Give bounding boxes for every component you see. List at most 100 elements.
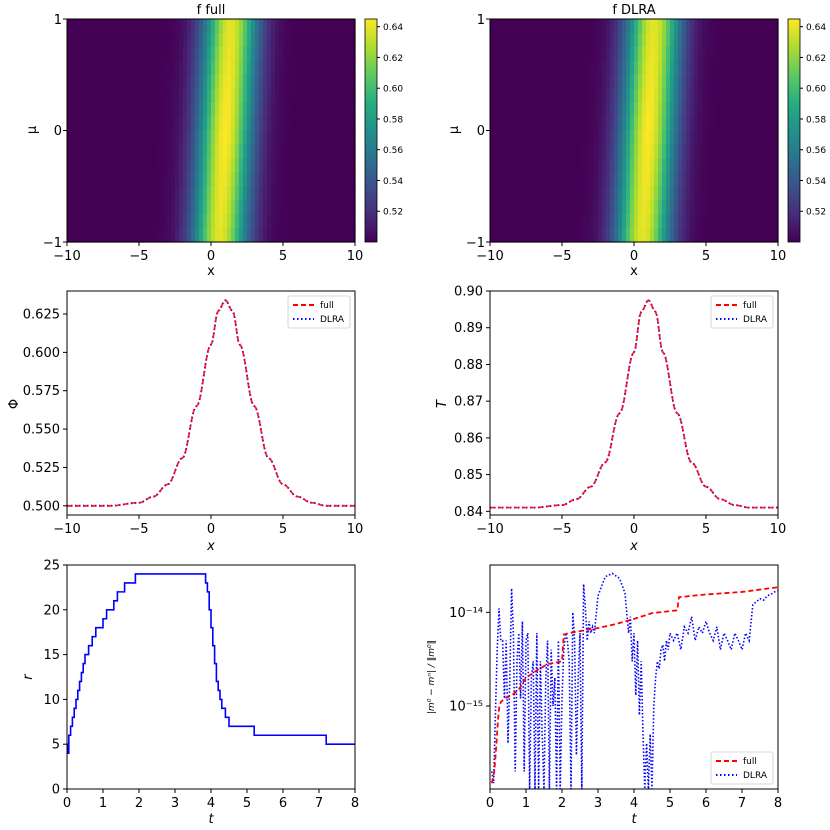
heatmap-cell — [578, 172, 583, 187]
heatmap-cell — [506, 74, 511, 90]
heatmap-cell — [255, 144, 260, 159]
heatmap-cell — [614, 172, 619, 187]
heatmap-cell — [227, 32, 232, 48]
heatmap-cell — [690, 200, 695, 215]
heatmap-cell — [243, 186, 248, 201]
heatmap-cell — [219, 186, 224, 201]
heatmap-cell — [271, 172, 276, 187]
heatmap-cell — [574, 46, 579, 62]
heatmap-cell — [251, 19, 256, 34]
heatmap-cell — [255, 46, 260, 62]
heatmap-cell — [103, 74, 108, 90]
heatmap-cell — [522, 186, 527, 201]
heatmap-cell — [702, 46, 707, 62]
heatmap-cell — [562, 130, 567, 146]
heatmap-cell — [526, 144, 531, 159]
heatmap-cell — [227, 88, 232, 104]
heatmap-cell — [666, 144, 671, 159]
heatmap-cell — [510, 32, 515, 48]
heatmap-cell — [291, 200, 296, 215]
heatmap-cell — [766, 32, 771, 48]
heatmap-cell — [67, 144, 72, 159]
heatmap-cell — [323, 144, 328, 159]
heatmap-cell — [223, 116, 228, 132]
heatmap-cell — [618, 130, 623, 146]
heatmap-cell — [115, 228, 120, 243]
heatmap-cell — [558, 102, 563, 118]
heatmap-cell — [335, 144, 340, 159]
heatmap-cell — [570, 214, 575, 229]
heatmap-cell — [179, 130, 184, 146]
heatmap-cell — [766, 19, 771, 34]
heatmap-cell — [538, 46, 543, 62]
heatmap-cell — [650, 32, 655, 48]
heatmap-cell — [323, 19, 328, 34]
heatmap-cell — [171, 116, 176, 132]
heatmap-cell — [107, 144, 112, 159]
heatmap-cell — [506, 19, 511, 34]
heatmap-cell — [654, 214, 659, 229]
heatmap-cell — [315, 228, 320, 243]
y-tick-label: 0.85 — [454, 468, 483, 483]
heatmap-cell — [634, 102, 639, 118]
heatmap-cell — [622, 144, 627, 159]
heatmap-cell — [175, 130, 180, 146]
heatmap-cell — [67, 60, 72, 76]
heatmap-cell — [494, 60, 499, 76]
heatmap-cell — [614, 32, 619, 48]
series-line-full — [490, 299, 778, 509]
heatmap-cell — [582, 88, 587, 104]
heatmap-cell — [255, 116, 260, 132]
heatmap-cell — [139, 172, 144, 187]
heatmap-cell — [107, 158, 112, 173]
heatmap-cell — [191, 186, 196, 201]
heatmap-cell — [750, 88, 755, 104]
heatmap-cell — [107, 130, 112, 146]
heatmap-cell — [143, 88, 148, 104]
heatmap-cell — [578, 158, 583, 173]
heatmap-cell — [351, 186, 356, 201]
heatmap-cell — [243, 74, 248, 90]
heatmap-cell — [570, 130, 575, 146]
heatmap-cell — [514, 228, 519, 243]
x-tick-label: −5 — [552, 522, 571, 537]
heatmap-cell — [239, 60, 244, 76]
heatmap-cell — [558, 46, 563, 62]
heatmap-cell — [327, 74, 332, 90]
heatmap-cell — [187, 19, 192, 34]
heatmap-cell — [666, 116, 671, 132]
heatmap-cell — [323, 46, 328, 62]
heatmap-cell — [634, 200, 639, 215]
heatmap-cell — [255, 214, 260, 229]
heatmap-cell — [311, 172, 316, 187]
heatmap-cell — [183, 172, 188, 187]
heatmap-cell — [75, 116, 80, 132]
legend-label-full: full — [320, 301, 334, 311]
heatmap-cell — [319, 172, 324, 187]
heatmap-cell — [271, 200, 276, 215]
heatmap-cell — [151, 74, 156, 90]
heatmap-cell — [570, 46, 575, 62]
heatmap-cell — [726, 19, 731, 34]
heatmap-cell — [271, 19, 276, 34]
heatmap-cell — [339, 200, 344, 215]
heatmap-cell — [742, 228, 747, 243]
heatmap-cell — [630, 74, 635, 90]
heatmap-cell — [75, 60, 80, 76]
heatmap-cell — [123, 200, 128, 215]
heatmap-cell — [155, 46, 160, 62]
heatmap-cell — [123, 46, 128, 62]
heatmap-cell — [722, 214, 727, 229]
heatmap-cell — [259, 158, 264, 173]
heatmap-cell — [351, 60, 356, 76]
heatmap-cell — [570, 32, 575, 48]
heatmap-cell — [239, 74, 244, 90]
heatmap-cell — [582, 116, 587, 132]
heatmap-cell — [155, 186, 160, 201]
heatmap-cell — [123, 172, 128, 187]
heatmap-cell — [235, 32, 240, 48]
heatmap-cell — [207, 214, 212, 229]
heatmap-cell — [494, 144, 499, 159]
heatmap-cell — [271, 102, 276, 118]
